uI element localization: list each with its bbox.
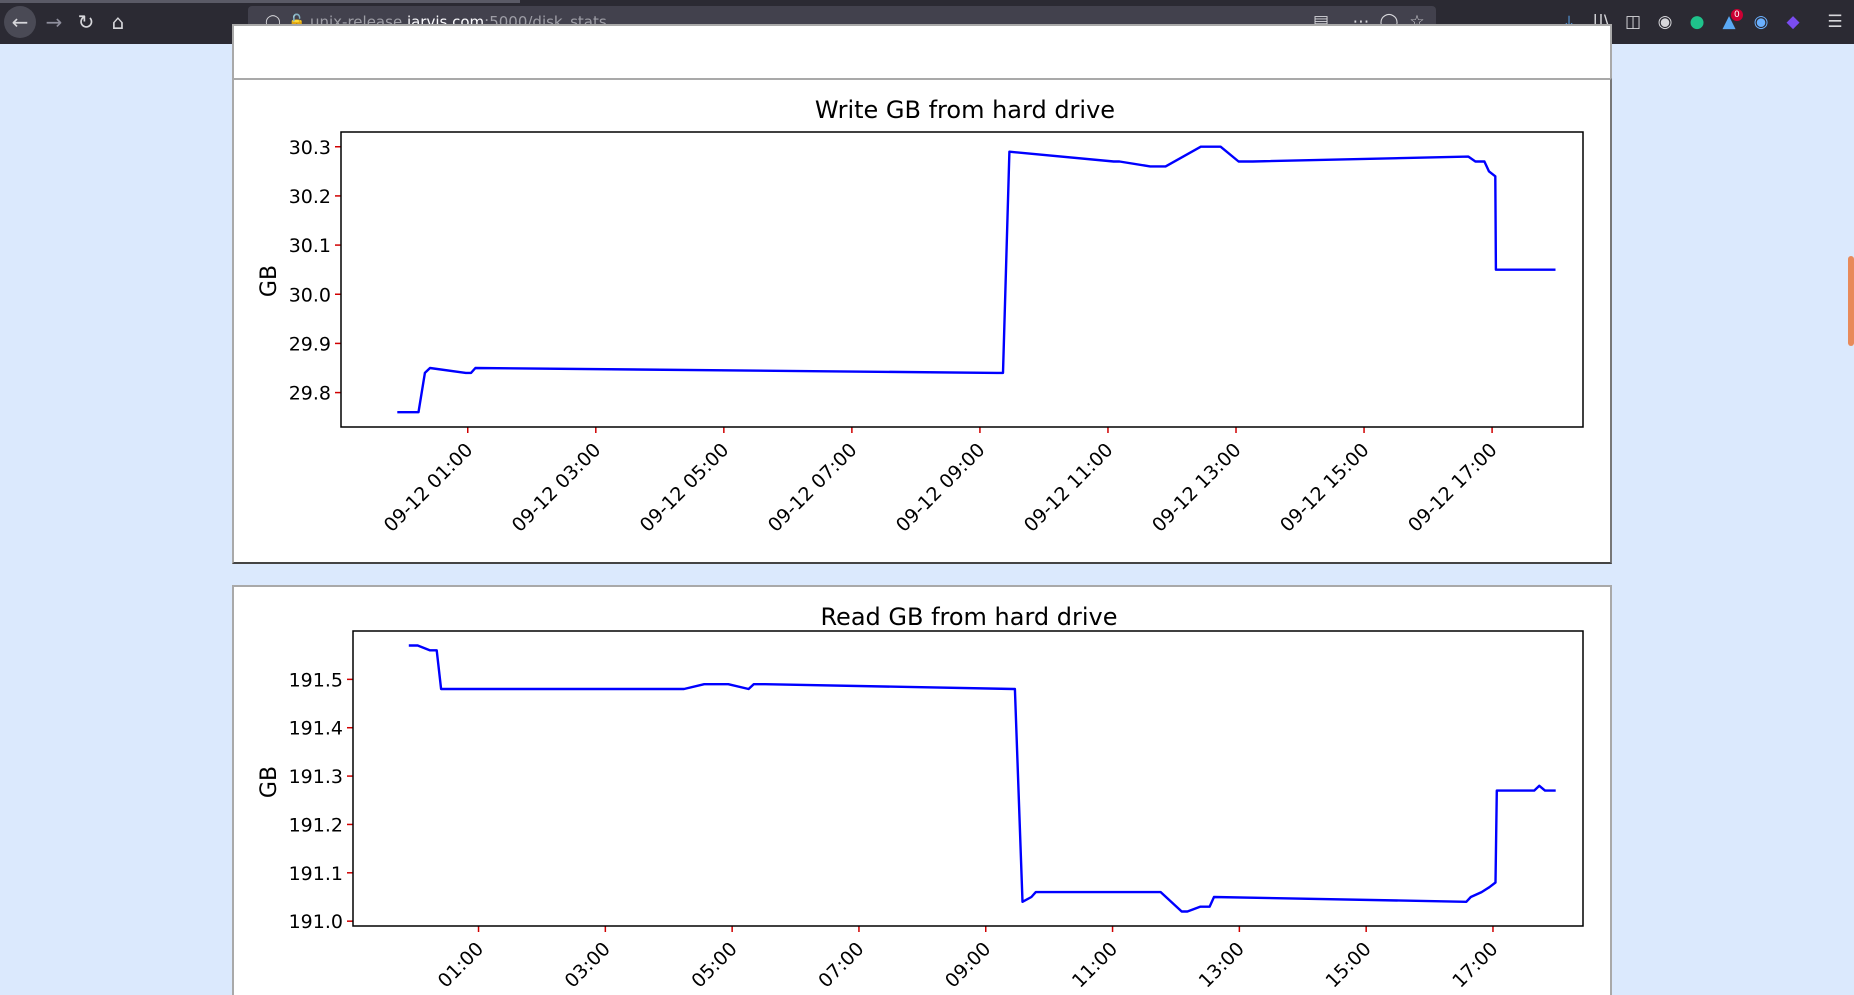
write-chart-panel: Write GB from hard drive GB 29.8 29.9 30.0… (232, 78, 1612, 564)
tab-strip-edge (0, 0, 520, 3)
x-tick-label: 09-12 09:00 (892, 439, 990, 537)
menu-icon[interactable]: ☰ (1827, 12, 1843, 32)
y-tick-label: 191.0 (289, 911, 343, 933)
x-tick-label: 09-12 07:00 (764, 439, 862, 537)
extension-icon[interactable]: ◉ (1753, 12, 1769, 32)
x-tick-label: 07:00 (814, 938, 868, 992)
x-tick-label: 09:00 (941, 938, 995, 992)
x-tick-label: 09-12 15:00 (1276, 439, 1374, 537)
x-tick-label: 09-12 11:00 (1020, 439, 1118, 537)
chart-title: Read GB from hard drive (820, 603, 1117, 631)
page-content: Write GB from hard drive GB 29.8 29.9 30.0… (0, 24, 1854, 995)
x-tick-label: 09-12 13:00 (1148, 439, 1246, 537)
y-tick-label: 29.8 (289, 383, 331, 405)
y-tick-label: 30.1 (289, 235, 331, 257)
y-axis-label: GB (257, 766, 282, 798)
write-chart: Write GB from hard drive GB 29.8 29.9 30.0… (257, 96, 1584, 537)
read-series-line (408, 644, 1556, 913)
read-chart: Read GB from hard drive GB 191.0 191.1 191… (257, 603, 1584, 992)
x-tick-label: 09-12 17:00 (1404, 439, 1502, 537)
back-button[interactable]: ← (4, 6, 36, 38)
plot-area-frame (340, 131, 1584, 428)
y-tick-label: 191.1 (289, 863, 343, 885)
y-tick-label: 191.2 (289, 814, 343, 836)
x-tick-label: 09-12 05:00 (636, 439, 734, 537)
notification-badge: 0 (1731, 9, 1743, 21)
plot-area-frame (352, 630, 1584, 927)
scrollbar-thumb[interactable] (1848, 256, 1854, 346)
y-tick-label: 30.2 (289, 186, 331, 208)
forward-button[interactable]: → (45, 10, 63, 34)
read-chart-panel: Read GB from hard drive GB 191.0 191.1 191… (232, 585, 1612, 995)
home-button[interactable]: ⌂ (111, 10, 125, 34)
x-tick-label: 09-12 03:00 (508, 439, 606, 537)
x-tick-label: 03:00 (561, 938, 615, 992)
x-tick-label: 17:00 (1448, 938, 1502, 992)
x-tick-label: 09-12 01:00 (380, 439, 478, 537)
y-tick-label: 191.3 (289, 766, 343, 788)
chart-title: Write GB from hard drive (815, 96, 1115, 124)
y-tick-label: 30.3 (289, 137, 331, 159)
sidebar-icon[interactable]: ◫ (1624, 12, 1642, 32)
x-tick-label: 15:00 (1321, 938, 1375, 992)
write-series-line (397, 145, 1556, 414)
reload-button[interactable]: ↻ (77, 10, 95, 34)
y-tick-label: 30.0 (289, 284, 331, 306)
y-tick-label: 191.4 (289, 718, 343, 740)
x-tick-label: 05:00 (687, 938, 741, 992)
x-tick-label: 13:00 (1195, 938, 1249, 992)
y-axis-label: GB (257, 265, 282, 297)
y-tick-label: 191.5 (289, 669, 343, 691)
extension-icon[interactable]: ◆ (1786, 12, 1800, 32)
x-tick-label: 01:00 (434, 938, 488, 992)
grammarly-icon[interactable]: ● (1689, 12, 1705, 32)
x-tick-label: 11:00 (1068, 938, 1122, 992)
account-icon[interactable]: ◉ (1657, 12, 1673, 32)
y-tick-label: 29.9 (289, 333, 331, 355)
downloads-icon[interactable]: ⤓ (1565, 12, 1573, 32)
